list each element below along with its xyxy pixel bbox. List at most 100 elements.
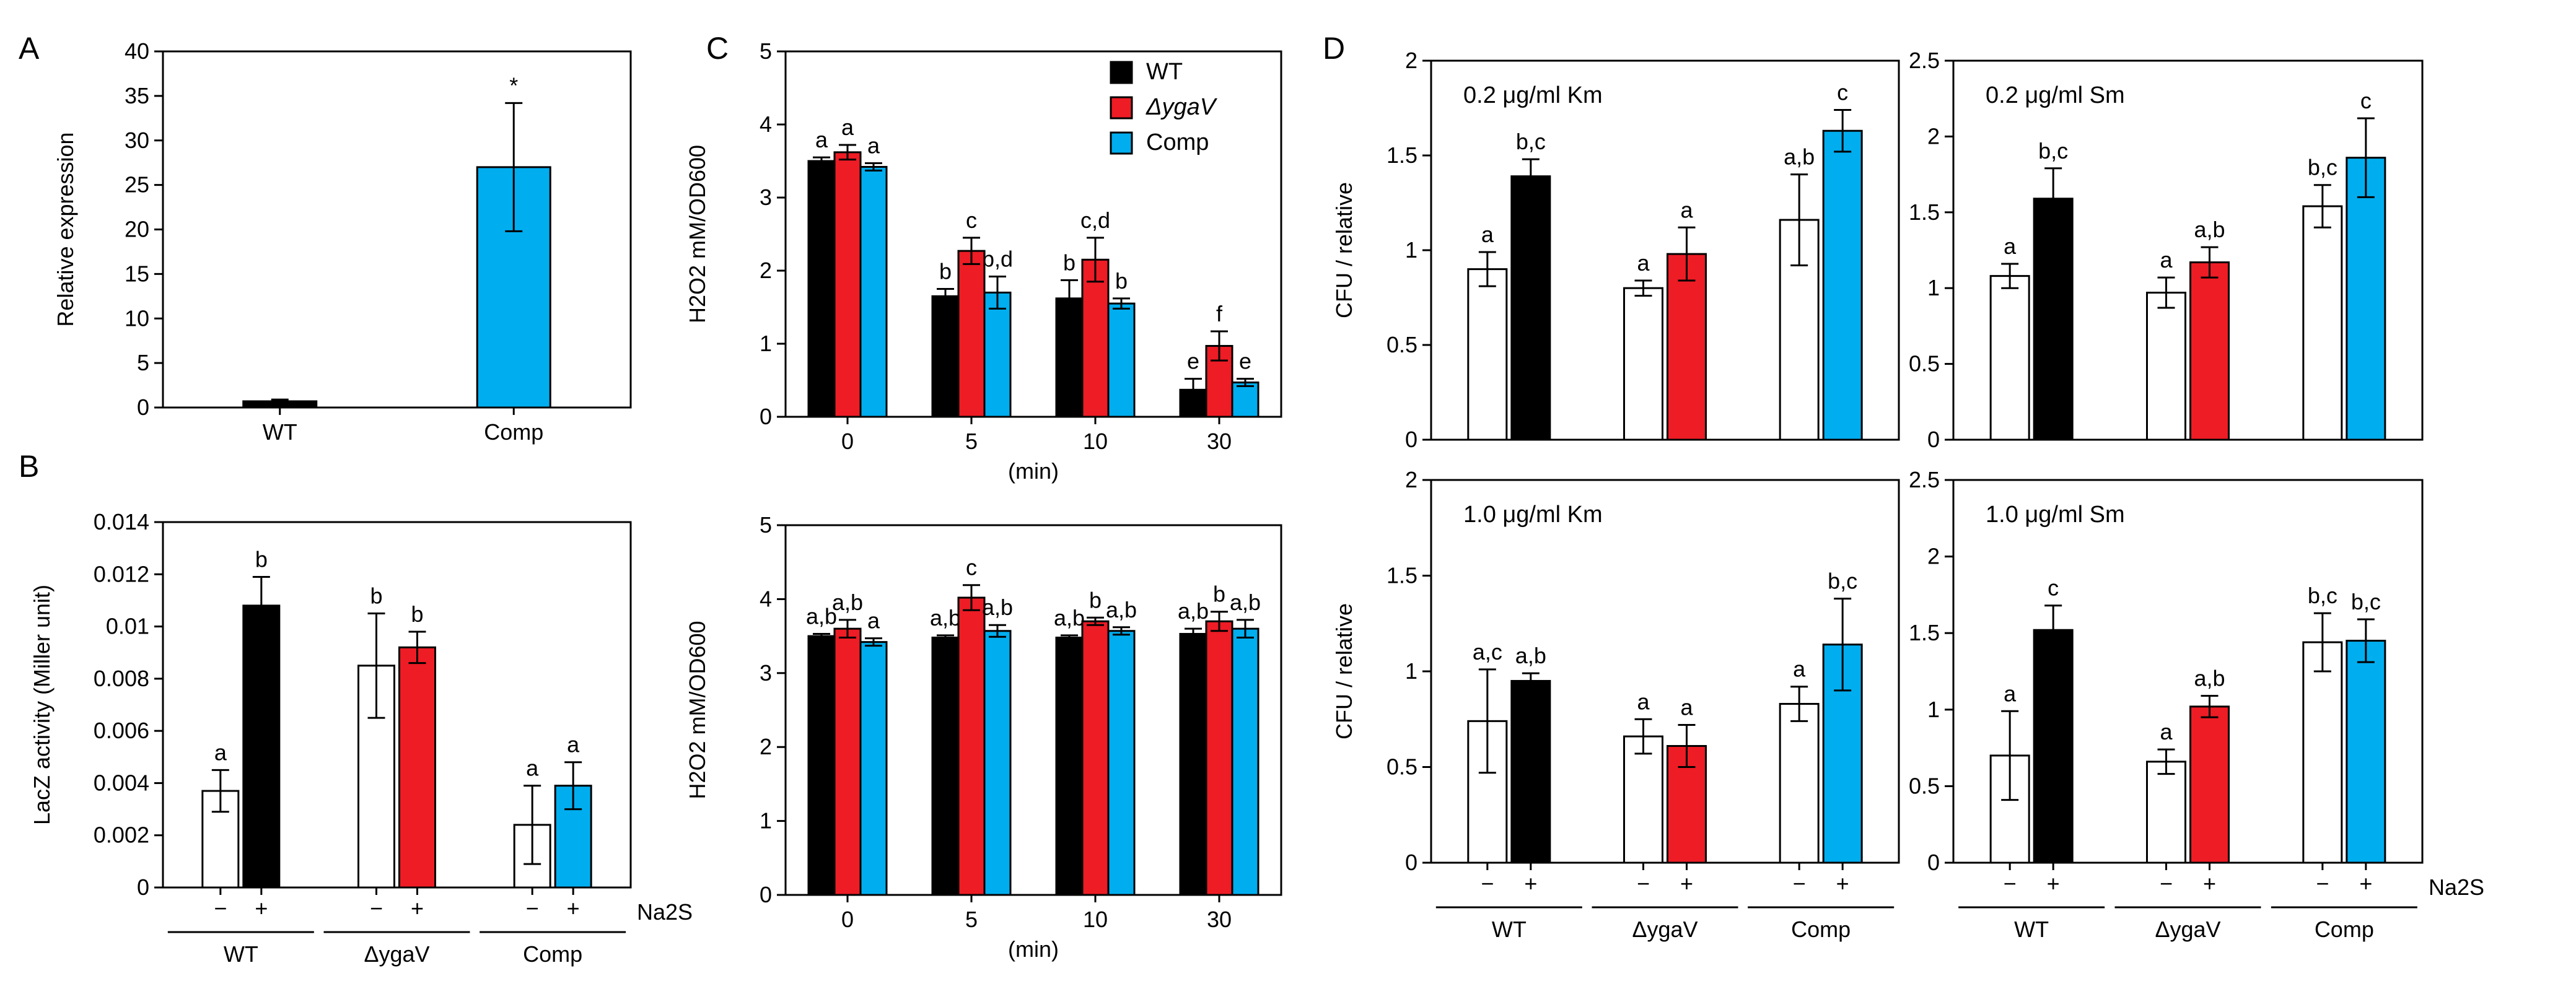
panel-d-sm-10-ytick-label: 2.5 [1909, 467, 1940, 492]
panel-d-sm-10-sig-label: a,b [2194, 666, 2225, 691]
panel-d-sm-02-ytick-label: 1 [1927, 275, 1940, 300]
panel-c-top-legend-label: WT [1146, 59, 1183, 85]
panel-d-sm-02-bar [2346, 157, 2386, 441]
panel-c-top-bar [931, 295, 960, 418]
panel-d-km-10-ytick-label: 1 [1405, 658, 1417, 684]
panel-d-sm-02-sig-label: c [2360, 88, 2372, 113]
panel-d-km-02-sig-label: a,b [1784, 144, 1815, 170]
panel-d-km-10-ytick-label: 2 [1405, 467, 1417, 492]
panel-b-treatment-sign: + [567, 896, 580, 921]
panel-a-ytick-label: 40 [125, 38, 149, 64]
panel-d-sm-10-treatment-sign: + [2047, 871, 2060, 896]
panel-d-sm-02-ytick-label: 1.5 [1909, 199, 1940, 225]
panel-b-ytick-label: 0.014 [94, 509, 149, 534]
panel-c-bottom-sig-label: a,b [1230, 590, 1261, 615]
panel-c-top-ytick-label: 4 [760, 111, 772, 137]
panel-d-sm-10-sig-label: a [2004, 681, 2017, 706]
panel-c-bottom-sig-label: b [1213, 582, 1225, 607]
panel-d-km-10-group-label: Comp [1791, 917, 1851, 942]
panel-c-top-ylabel: H2O2 mM/OD600 [685, 145, 710, 323]
panel-b-treatment-sign: − [526, 896, 539, 921]
panel-a-sig-label: * [509, 72, 518, 98]
panel-d-sm-10-bar [2146, 761, 2186, 864]
panel-b-bar [242, 604, 281, 889]
panel-d-sm-02-plot-frame [1952, 59, 2424, 441]
panel-c-top-category-label: 30 [1207, 429, 1232, 454]
panel-d-sm-10-ytick-label: 2 [1927, 544, 1940, 569]
panel-d-km-02-condition-title: 0.2 μg/ml Km [1463, 82, 1603, 108]
panel-d-km-10-ytick-label: 0 [1405, 850, 1417, 875]
panel-c-top-sig-label: e [1239, 349, 1251, 374]
panel-c-top-bar [1231, 381, 1260, 418]
panel-d-km-02-bar [1822, 129, 1863, 441]
panel-b-plot-frame [162, 521, 632, 889]
panel-c-top-ytick-label: 0 [760, 404, 772, 429]
panel-a-category-label: Comp [484, 419, 543, 445]
panel-c-top-legend-label: ΔygaV [1146, 94, 1218, 120]
panel-d-sm-02-sig-label: a [2160, 247, 2173, 272]
panel-c-bottom-ytick-label: 1 [760, 808, 772, 834]
panel-c-bottom-category-label: 10 [1083, 907, 1108, 932]
panel-d-km-10-condition-title: 1.0 μg/ml Km [1463, 502, 1603, 528]
panel-c-top-sig-label: a [867, 133, 880, 159]
panel-c-top-sig-label: b [1115, 268, 1128, 294]
panel-d-km-10-sig-label: a [1793, 656, 1806, 682]
panel-d-sm-02-ytick-label: 2 [1927, 123, 1940, 149]
panel-d-km-10-treatment-sign: − [1637, 871, 1650, 896]
panel-c-top-xlabel: (min) [1008, 458, 1059, 484]
panel-d-km-02-sig-label: a [1481, 222, 1494, 247]
panel-d-sm-10-sig-label: b,c [2308, 583, 2337, 608]
panel-c-bottom-ytick-label: 2 [760, 734, 772, 759]
panel-c-top-sig-label: c,d [1080, 207, 1110, 233]
panel-b-sig-label: a [567, 732, 580, 757]
panel-a-plot-frame [162, 50, 632, 409]
panel-b-ytick-label: 0.006 [94, 718, 149, 743]
panel-c-top-bar [1081, 258, 1110, 418]
panel-d-km-10-bar [1623, 735, 1663, 864]
panel-c-bottom-bar [1081, 620, 1110, 896]
panel-b-ytick-label: 0.002 [94, 822, 149, 848]
panel-d-sm-02-ytick-label: 0 [1927, 427, 1940, 452]
panel-d-km-02-ytick-label: 0.5 [1387, 332, 1417, 357]
panel-c-top-category-label: 10 [1083, 429, 1108, 454]
panel-c-top-sig-label: a [841, 115, 854, 140]
panel-c-bottom-sig-label: a,b [1106, 597, 1137, 622]
panel-d-km-02-bar [1510, 175, 1551, 441]
panel-d-sm-10-group-label: ΔygaV [2155, 917, 2220, 942]
panel-d-km-02-ylabel: CFU / relative [1331, 182, 1357, 318]
panel-d-km-10-ytick-label: 1.5 [1387, 563, 1417, 588]
panel-b-sig-label: a [526, 756, 539, 781]
panel-b-ytick-label: 0.01 [106, 614, 149, 639]
panel-c-top-bar [957, 250, 986, 418]
panel-a-ytick-label: 0 [137, 395, 149, 420]
panel-b-sig-label: b [255, 547, 268, 572]
panel-d-km-02-ytick-label: 1.5 [1387, 142, 1417, 168]
panel-d-km-10-treatment-sign: + [1836, 871, 1849, 896]
panel-c-bottom-ytick-label: 3 [760, 660, 772, 686]
panel-a-ylabel: Relative expression [53, 132, 78, 326]
panel-d-km-10-sig-label: a [1680, 695, 1693, 720]
panel-c-bottom-category-label: 0 [841, 907, 854, 932]
panel-c-bottom-bar [1055, 636, 1084, 896]
panel-c-bottom-bar [1205, 620, 1233, 896]
panel-c-top-sig-label: a [815, 127, 828, 152]
panel-d-sm-02-condition-title: 0.2 μg/ml Sm [1986, 82, 2125, 108]
panel-d-km-10-sig-label: a,c [1473, 639, 1502, 665]
panel-d-km-10-group-label: WT [1492, 917, 1527, 942]
panel-d-km-10-treatment-sign: + [1680, 871, 1693, 896]
panel-c-top-legend-swatch [1110, 61, 1133, 84]
panel-b-ytick-label: 0.012 [94, 561, 149, 586]
panel-c-bottom-bar [1179, 633, 1207, 896]
panel-d-sm-10-bar [2346, 640, 2386, 864]
panel-c-bottom-sig-label: a,b [1178, 598, 1209, 624]
panel-b-treatment-sign: + [411, 896, 424, 921]
panel-c-bottom-category-label: 30 [1207, 907, 1232, 932]
panel-c-bottom-bar [1231, 627, 1260, 896]
panel-b-sig-label: b [370, 583, 382, 609]
panel-d-sm-10-treatment-sign: − [2004, 871, 2017, 896]
panel-c-bottom-sig-label: b [1089, 587, 1102, 613]
panel-d-km-10-treatment-sign: − [1793, 871, 1806, 896]
panel-c-top-ytick-label: 5 [760, 38, 772, 64]
panel-d-km-02-bar [1623, 287, 1663, 441]
